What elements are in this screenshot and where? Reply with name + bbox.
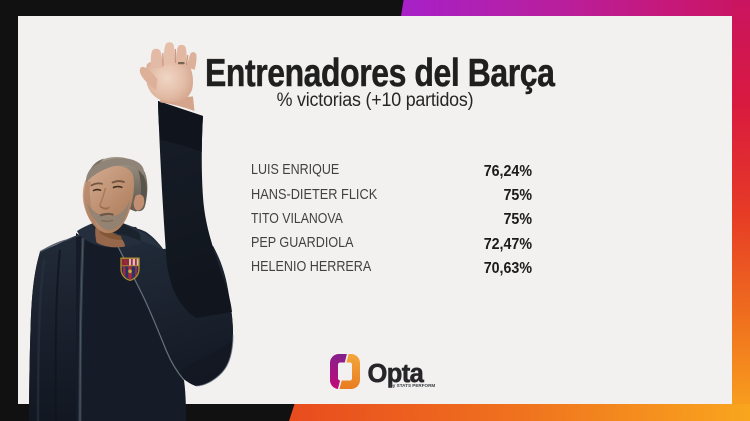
- svg-text:Opta: Opta: [368, 360, 425, 388]
- svg-text:by STATS PERFORM: by STATS PERFORM: [390, 383, 435, 388]
